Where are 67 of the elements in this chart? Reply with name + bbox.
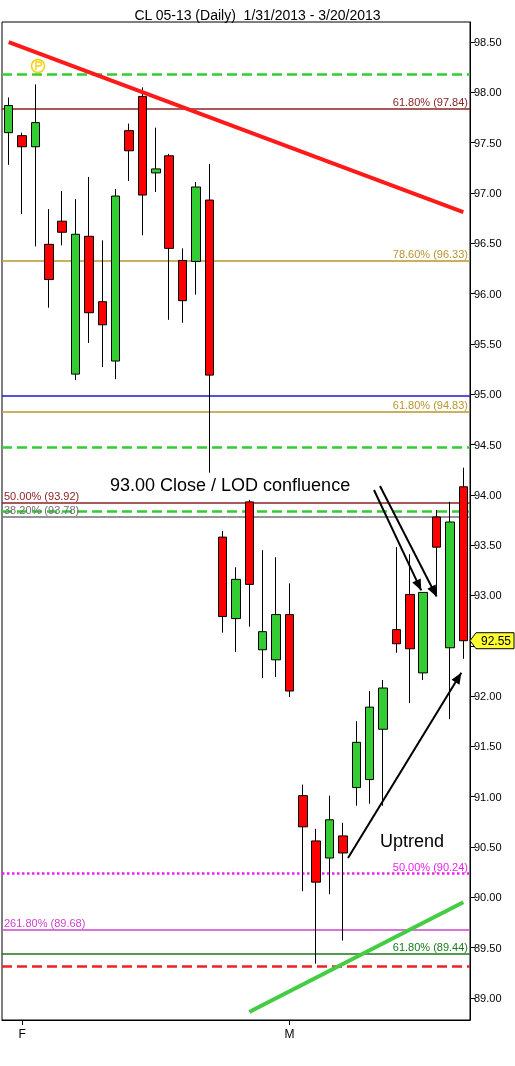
ref-line-label: 50.00% (90.24) (392, 860, 468, 873)
price-tag: 92.55 (469, 632, 515, 650)
candlestick (191, 181, 201, 296)
y-tick-label: 92.00 (474, 690, 502, 703)
candlestick (111, 188, 120, 380)
candlestick (405, 553, 415, 704)
annotation: 93.00 Close / LOD confluence (110, 475, 351, 495)
y-tick-label: 90.00 (474, 891, 502, 904)
y-tick-label: 96.00 (474, 287, 502, 300)
y-tick-label: 91.50 (474, 740, 502, 753)
candlestick (44, 208, 54, 309)
candlestick (17, 132, 27, 215)
candlestick (365, 690, 374, 805)
candlestick (205, 163, 214, 474)
candlestick (285, 582, 294, 698)
candlestick (71, 198, 80, 381)
candlestick (164, 153, 174, 321)
candlestick (84, 176, 94, 344)
ref-line-label: 50.00% (93.92) (4, 490, 80, 503)
candlestick (258, 549, 267, 679)
ref-line-label: 61.80% (89.44) (392, 941, 468, 954)
y-tick-label: 91.00 (474, 790, 502, 803)
ref-line-label: 78.60% (96.33) (392, 247, 468, 260)
y-tick-label: 96.50 (474, 237, 502, 250)
ref-line-label: 61.80% (94.83) (392, 398, 468, 411)
candlestick (218, 530, 227, 634)
candlestick (392, 546, 401, 654)
candlestick (378, 679, 388, 807)
candlestick (459, 467, 468, 660)
annotation: Uptrend (380, 831, 445, 851)
y-tick-label: 97.50 (474, 136, 502, 149)
candlestick (445, 501, 455, 720)
y-tick-label: 89.00 (474, 991, 502, 1004)
y-tick-label: 90.50 (474, 840, 502, 853)
candlestick (151, 127, 161, 193)
y-tick-label: 94.00 (474, 488, 502, 501)
candlestick (4, 96, 13, 166)
candlestick (298, 784, 308, 892)
y-tick-label: 97.00 (474, 187, 502, 200)
candlestick (325, 795, 334, 895)
candlestick (231, 566, 241, 653)
y-tick-label: 95.00 (474, 388, 502, 401)
candlestick (418, 591, 428, 681)
y-tick-label: 89.50 (474, 941, 502, 954)
y-tick-label: 93.00 (474, 589, 502, 602)
candlestick (98, 239, 107, 368)
candlestick (31, 83, 40, 247)
candlestick (311, 828, 321, 965)
candlestick (245, 499, 254, 628)
x-tick-label: F (18, 1027, 26, 1041)
y-tick-label: 95.50 (474, 337, 502, 350)
candlestick (124, 123, 134, 182)
candlestick (57, 190, 67, 246)
candlestick (352, 720, 361, 807)
chart-title: CL 05-13 (Daily) 1/31/2013 - 3/20/2013 (134, 7, 381, 23)
candlestick (338, 822, 348, 942)
y-tick-label: 98.00 (474, 86, 502, 99)
ref-line-label: 61.80% (97.84) (392, 96, 468, 109)
y-tick-label: 93.50 (474, 539, 502, 552)
candlestick (138, 86, 147, 236)
ref-line-label: 261.80% (89.68) (4, 916, 86, 929)
candlestick (432, 509, 441, 595)
y-tick-label: 94.50 (474, 438, 502, 451)
y-tick-label: 98.50 (474, 36, 502, 49)
candlestick (178, 247, 187, 324)
candlestick (271, 556, 281, 678)
x-tick-label: M (284, 1027, 295, 1041)
